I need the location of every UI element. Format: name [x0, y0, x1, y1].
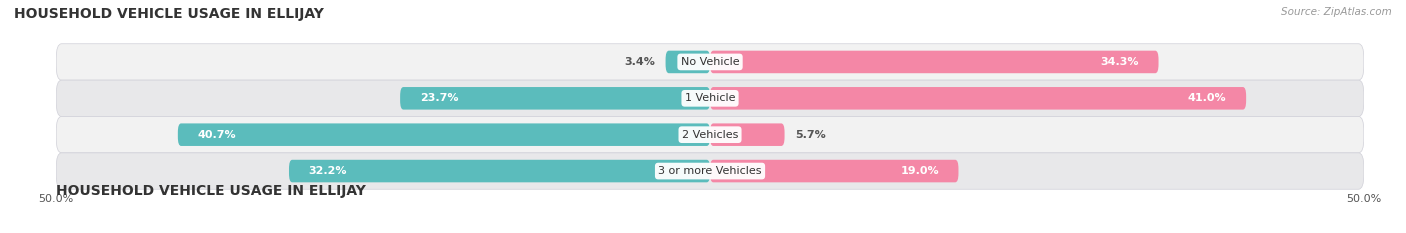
Text: 40.7%: 40.7%: [197, 130, 236, 140]
Text: 3 or more Vehicles: 3 or more Vehicles: [658, 166, 762, 176]
Text: 23.7%: 23.7%: [420, 93, 458, 103]
Text: 19.0%: 19.0%: [900, 166, 939, 176]
Text: 32.2%: 32.2%: [308, 166, 347, 176]
Text: 34.3%: 34.3%: [1101, 57, 1139, 67]
FancyBboxPatch shape: [401, 87, 710, 110]
FancyBboxPatch shape: [290, 160, 710, 182]
Text: 1 Vehicle: 1 Vehicle: [685, 93, 735, 103]
FancyBboxPatch shape: [710, 51, 1159, 73]
FancyBboxPatch shape: [56, 44, 1364, 80]
FancyBboxPatch shape: [56, 80, 1364, 116]
Text: 5.7%: 5.7%: [794, 130, 825, 140]
Text: 41.0%: 41.0%: [1188, 93, 1226, 103]
FancyBboxPatch shape: [665, 51, 710, 73]
FancyBboxPatch shape: [56, 116, 1364, 153]
Text: HOUSEHOLD VEHICLE USAGE IN ELLIJAY: HOUSEHOLD VEHICLE USAGE IN ELLIJAY: [56, 184, 366, 198]
Text: 2 Vehicles: 2 Vehicles: [682, 130, 738, 140]
Text: 3.4%: 3.4%: [624, 57, 655, 67]
Text: HOUSEHOLD VEHICLE USAGE IN ELLIJAY: HOUSEHOLD VEHICLE USAGE IN ELLIJAY: [14, 7, 323, 21]
FancyBboxPatch shape: [710, 160, 959, 182]
FancyBboxPatch shape: [710, 123, 785, 146]
Text: No Vehicle: No Vehicle: [681, 57, 740, 67]
Text: Source: ZipAtlas.com: Source: ZipAtlas.com: [1281, 7, 1392, 17]
FancyBboxPatch shape: [56, 153, 1364, 189]
FancyBboxPatch shape: [177, 123, 710, 146]
FancyBboxPatch shape: [710, 87, 1246, 110]
